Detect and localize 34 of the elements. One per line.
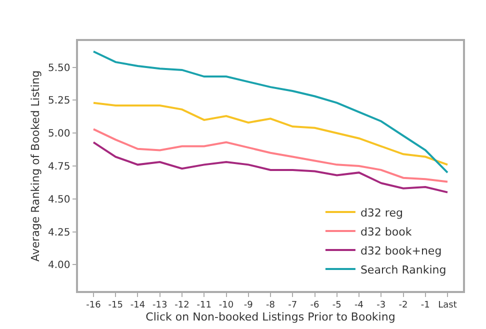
x-tick-label: -3 bbox=[376, 300, 386, 311]
x-tick-label: -10 bbox=[218, 300, 234, 311]
y-tick-label: 4.25 bbox=[48, 227, 70, 238]
y-tick-label: 4.75 bbox=[48, 162, 70, 172]
x-tick-label: Last bbox=[438, 300, 458, 311]
y-tick-label: 5.25 bbox=[48, 96, 70, 107]
legend-label: d32 book+neg bbox=[360, 244, 442, 258]
x-tick-label: -11 bbox=[196, 300, 212, 311]
y-axis-title: Average Ranking of Booked Listing bbox=[29, 70, 42, 262]
y-tick-label: 5.50 bbox=[48, 62, 70, 74]
line-series bbox=[92, 128, 449, 183]
x-tick-label: -4 bbox=[354, 300, 364, 311]
y-tick-label: 5.00 bbox=[48, 128, 70, 140]
x-tick-label: -12 bbox=[174, 300, 190, 311]
x-tick-label: -8 bbox=[266, 300, 276, 311]
legend-label: Search Ranking bbox=[360, 263, 446, 276]
x-tick-label: -6 bbox=[310, 300, 320, 311]
x-tick-label: -14 bbox=[130, 300, 146, 311]
x-tick-label: -1 bbox=[420, 300, 430, 311]
x-tick-label: -7 bbox=[288, 300, 298, 311]
y-tick-label: 4.50 bbox=[48, 194, 70, 206]
x-axis-title: Click on Non-booked Listings Prior to Booking bbox=[146, 310, 396, 324]
x-tick-label: -15 bbox=[108, 300, 123, 311]
legend-label: d32 reg bbox=[360, 206, 403, 220]
line-series bbox=[92, 50, 449, 174]
x-tick-label: -16 bbox=[86, 300, 102, 311]
line-series bbox=[92, 102, 449, 166]
line-series bbox=[92, 141, 449, 194]
legend-label: d32 book bbox=[360, 225, 412, 238]
x-tick-label: -5 bbox=[332, 300, 342, 311]
x-tick-label: -9 bbox=[244, 300, 254, 311]
x-tick-label: -2 bbox=[398, 300, 408, 311]
y-tick-label: 4.00 bbox=[48, 260, 70, 272]
x-tick-label: -13 bbox=[152, 300, 168, 311]
